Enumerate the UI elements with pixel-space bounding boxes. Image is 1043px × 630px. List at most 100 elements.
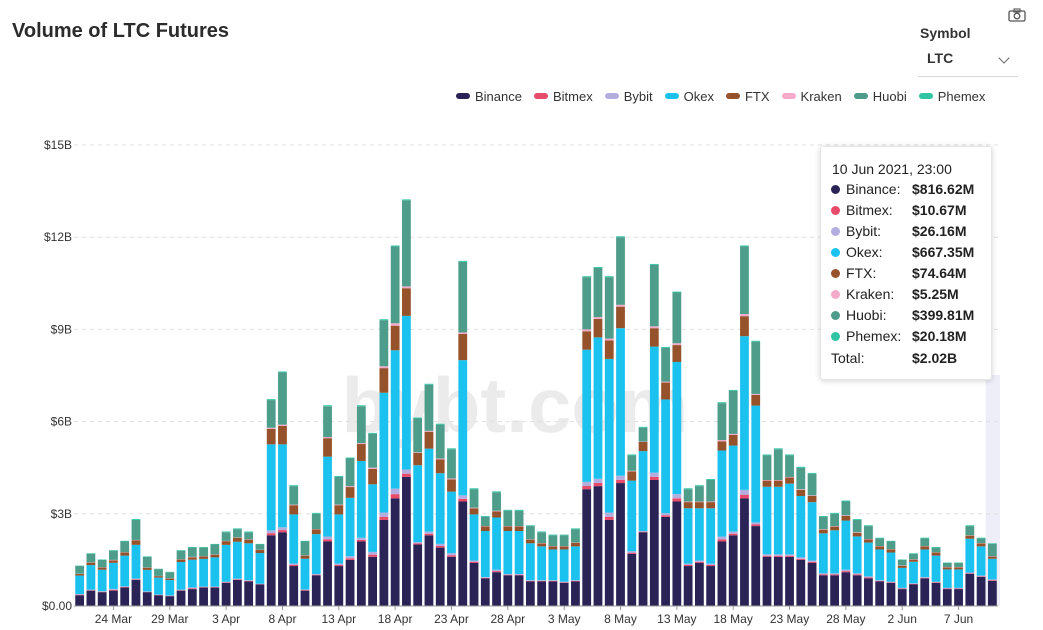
bar-segment-bybit [807,560,817,562]
bar-segment-huobi [402,200,411,287]
bar-segment-phemex [694,485,704,487]
bar-segment-ftx [604,340,614,359]
bar-segment-bybit [537,580,547,581]
bar-segment-huobi [154,569,163,576]
bar-segment-okex [796,495,806,558]
bar-segment-phemex [683,488,693,490]
bar-segment-bybit [616,475,625,480]
bar-segment-kraken [379,366,389,369]
legend-item-okex[interactable]: Okex [664,88,714,104]
bar-segment-phemex [480,515,490,517]
bar-segment-bybit [503,574,513,575]
bar-segment-ftx [289,505,299,515]
bar-segment-huobi [356,406,366,444]
bar-segment-bybit [571,580,580,581]
legend-item-phemex[interactable]: Phemex [918,88,985,104]
bar-segment-phemex [649,263,659,265]
legend-item-huobi[interactable]: Huobi [853,88,907,104]
tooltip-row: Bitmex: $10.67M [831,201,991,219]
bar-segment-huobi [413,418,423,453]
bar-segment-bybit [131,578,141,580]
bar-segment-bybit [176,589,186,591]
bar-segment-ftx [875,546,885,550]
bar-segment-ftx [571,542,580,547]
legend-item-ftx[interactable]: FTX [725,88,770,104]
bar-segment-bitmex [131,579,141,580]
bar-segment-kraken [717,440,727,442]
tooltip-row: Bybit: $26.16M [831,222,991,240]
bar-segment-huobi [987,543,997,557]
bar-segment-ftx [390,325,400,351]
legend-item-bybit[interactable]: Bybit [604,88,653,104]
bar-segment-phemex [740,245,749,247]
bar-segment-binance [548,581,558,606]
bar-segment-binance [649,479,659,606]
bar-segment-okex [176,561,186,590]
bar-segment-bybit [773,554,783,556]
bar-segment-phemex [987,543,997,544]
bar-segment-bybit [740,489,749,495]
bar-segment-ftx [503,526,513,532]
tooltip-row: Kraken: $5.25M [831,285,991,303]
bar-segment-bitmex [559,582,569,583]
tooltip-row: Phemex: $20.18M [831,327,991,345]
bar-segment-ftx [593,318,603,338]
bar-segment-huobi [142,556,152,568]
bar-segment-phemex [311,512,321,514]
bar-segment-ftx [886,549,896,553]
bar-segment-binance [435,547,445,606]
bar-segment-ftx [447,479,456,492]
bar-segment-kraken [368,467,378,469]
bar-segment-huobi [886,541,896,550]
legend-item-bitmex[interactable]: Bitmex [533,88,593,104]
bar-segment-bybit [875,580,885,581]
bar-segment-bybit [920,577,930,578]
bar-segment-bybit [751,522,761,525]
bar-segment-binance [413,544,423,606]
bar-segment-huobi [897,559,907,566]
bar-segment-bitmex [525,580,535,582]
legend-item-kraken[interactable]: Kraken [781,88,842,104]
legend-item-binance[interactable]: Binance [456,88,522,104]
symbol-label: Symbol [920,25,971,41]
bar-segment-binance [683,566,693,606]
bar-segment-binance [616,483,625,606]
bar-segment-ftx [694,502,704,509]
bar-segment-phemex [841,500,851,502]
tooltip-total-label: Total: [831,350,865,366]
bar-segment-huobi [548,535,558,547]
bar-segment-huobi [717,403,727,441]
bar-segment-ftx [582,331,592,350]
bar-segment-bybit [852,573,862,575]
y-tick-label: $0.00 [42,599,72,613]
bar-segment-huobi [469,489,479,508]
bar-segment-ftx [120,552,130,556]
bar-segment-huobi [965,526,975,536]
bar-segment-phemex [886,540,896,542]
bar-segment-huobi [638,427,648,442]
bar-segment-bybit [187,587,197,589]
bar-segment-okex [435,473,445,544]
bar-segment-ftx [379,368,389,393]
bar-segment-huobi [334,476,344,505]
bar-segment-binance [278,532,287,606]
camera-icon[interactable] [1008,8,1026,22]
bar-segment-binance [300,590,310,606]
symbol-dropdown[interactable]: LTC [918,46,1018,77]
bar-segment-binance [785,556,794,606]
bar-segment-binance [773,556,783,606]
bar-segment-bybit [548,580,558,581]
bar-segment-bitmex [841,571,851,573]
bar-segment-okex [965,538,975,573]
bar-segment-phemex [593,267,603,268]
bar-segment-phemex [582,276,592,278]
bar-segment-phemex [503,509,513,511]
bar-segment-binance [627,553,637,606]
bar-segment-binance [390,498,400,606]
bar-segment-binance [582,489,592,606]
bar-segment-bybit [931,581,941,583]
bar-segment-huobi [514,510,524,527]
bar-segment-ftx [300,555,310,559]
bar-segment-ftx [728,434,738,446]
bar-segment-bybit [909,583,918,584]
